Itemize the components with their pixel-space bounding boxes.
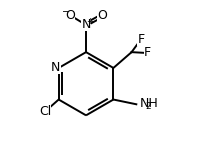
Text: NH: NH <box>139 97 158 110</box>
Text: 2: 2 <box>145 102 151 111</box>
Text: N: N <box>81 18 91 31</box>
Text: F: F <box>144 46 151 59</box>
Text: −: − <box>62 7 70 17</box>
Text: N: N <box>51 61 60 74</box>
Text: F: F <box>138 33 145 46</box>
Text: O: O <box>97 9 107 22</box>
Text: +: + <box>86 17 93 26</box>
Text: O: O <box>65 9 75 22</box>
Text: Cl: Cl <box>39 105 51 118</box>
